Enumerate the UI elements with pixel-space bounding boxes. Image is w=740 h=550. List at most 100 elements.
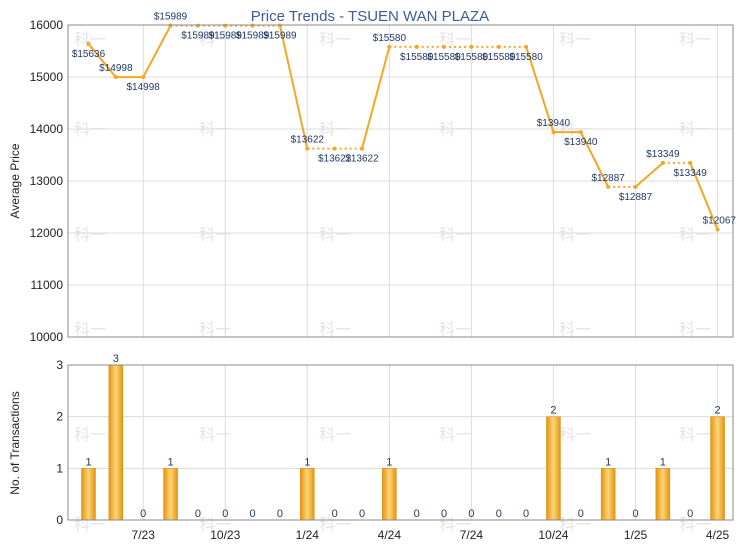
- transaction-count-label: 0: [468, 508, 474, 520]
- watermark-text: 科一: [74, 320, 106, 339]
- watermark-text: 科一: [679, 425, 711, 444]
- transaction-bar: [108, 364, 124, 521]
- price-line-segment: [361, 46, 391, 149]
- price-data-label: $13622: [318, 154, 352, 165]
- transaction-bar: [655, 468, 671, 521]
- price-line-segment: [142, 25, 172, 78]
- watermark-text: 科一: [559, 30, 591, 49]
- data-labels: $15636$14998$14998$15989$15989$15989$159…: [72, 12, 737, 520]
- watermark-text: 科一: [439, 225, 471, 244]
- watermark-text: 科一: [199, 225, 231, 244]
- price-point: [141, 75, 146, 80]
- transaction-count-label: 1: [605, 456, 611, 468]
- transaction-count-label: 0: [578, 508, 584, 520]
- transaction-count-label: 0: [359, 508, 365, 520]
- transaction-count-label: 0: [441, 508, 447, 520]
- price-point: [715, 227, 720, 232]
- transactions-tick-label: 2: [56, 410, 63, 424]
- price-data-label: $15580: [509, 52, 543, 63]
- price-data-label: $15580: [400, 52, 434, 63]
- price-data-label: $15989: [263, 31, 297, 42]
- price-grid: [68, 24, 733, 338]
- price-data-label: $12067: [703, 216, 737, 227]
- transaction-count-label: 1: [386, 456, 392, 468]
- watermark-text: 科一: [319, 30, 351, 49]
- price-point: [195, 23, 200, 28]
- price-point: [305, 146, 310, 151]
- watermark-text: 科一: [74, 425, 106, 444]
- price-point: [168, 23, 173, 28]
- x-tick-label: 10/23: [210, 528, 240, 542]
- price-point: [578, 130, 583, 135]
- transaction-count-label: 2: [714, 405, 720, 417]
- watermark-text: 科一: [319, 320, 351, 339]
- price-point: [633, 184, 638, 189]
- price-point: [688, 160, 693, 165]
- price-data-label: $14998: [99, 63, 133, 74]
- price-data-label: $14998: [127, 82, 161, 93]
- transaction-count-label: 3: [113, 353, 119, 365]
- price-tick-label: 14000: [30, 122, 64, 136]
- price-line-segment: [278, 25, 309, 149]
- price-data-label: $12887: [619, 192, 653, 203]
- transaction-count-label: 1: [167, 456, 173, 468]
- price-line-segment: [579, 131, 610, 188]
- watermark-text: 科一: [679, 225, 711, 244]
- price-point: [332, 146, 337, 151]
- watermark-text: 科一: [679, 30, 711, 49]
- price-line-segment: [525, 46, 555, 133]
- price-point: [223, 23, 228, 28]
- transaction-bar: [546, 416, 561, 521]
- price-tick-label: 10000: [30, 330, 64, 344]
- x-tick-label: 1/25: [624, 528, 648, 542]
- transactions-tick-label: 3: [56, 358, 63, 372]
- price-point: [113, 75, 118, 80]
- price-point: [469, 44, 474, 49]
- price-data-label: $15580: [482, 52, 516, 63]
- transaction-count-label: 1: [85, 456, 91, 468]
- price-tick-label: 11000: [31, 278, 64, 292]
- price-data-label: $15989: [209, 31, 243, 42]
- watermark-text: 科一: [559, 425, 591, 444]
- watermark-text: 科一: [199, 320, 231, 339]
- watermark-text: 科一: [319, 425, 351, 444]
- transaction-count-label: 0: [222, 508, 228, 520]
- price-point: [551, 130, 556, 135]
- transaction-bar: [300, 468, 315, 521]
- x-tick-label: 10/24: [538, 528, 568, 542]
- price-data-label: $15580: [455, 52, 489, 63]
- transaction-count-label: 0: [277, 508, 283, 520]
- watermark-text: 科一: [74, 225, 106, 244]
- transaction-count-label: 1: [304, 456, 310, 468]
- transaction-count-label: 0: [195, 508, 201, 520]
- transaction-bars: [81, 364, 725, 521]
- transaction-count-label: 0: [687, 508, 693, 520]
- axis-tick-labels: 1000011000120001300014000150001600001237…: [30, 18, 730, 542]
- price-data-label: $13940: [537, 118, 571, 129]
- transaction-count-label: 1: [660, 456, 666, 468]
- watermark-text: 科一: [74, 30, 106, 49]
- price-data-label: $15636: [72, 49, 106, 60]
- watermark-text: 科一: [559, 320, 591, 339]
- x-tick-label: 4/24: [378, 528, 402, 542]
- price-data-label: $13940: [564, 137, 598, 148]
- price-data-label: $13349: [646, 149, 680, 160]
- watermark-text: 科一: [679, 320, 711, 339]
- price-tick-label: 16000: [30, 18, 64, 32]
- price-line-segment: [634, 162, 664, 188]
- transaction-count-label: 0: [523, 508, 529, 520]
- transaction-bar: [382, 468, 397, 521]
- price-tick-label: 13000: [30, 174, 64, 188]
- price-line-segment: [87, 43, 117, 78]
- x-tick-label: 1/24: [296, 528, 320, 542]
- transaction-count-label: 0: [140, 508, 146, 520]
- watermark-text: 科一: [559, 225, 591, 244]
- price-data-label: $12887: [591, 173, 625, 184]
- transactions-plot-frame: [67, 364, 734, 521]
- price-plot-frame: [67, 24, 734, 338]
- price-point: [86, 41, 91, 46]
- price-point: [496, 44, 501, 49]
- price-data-label: $15580: [373, 33, 407, 44]
